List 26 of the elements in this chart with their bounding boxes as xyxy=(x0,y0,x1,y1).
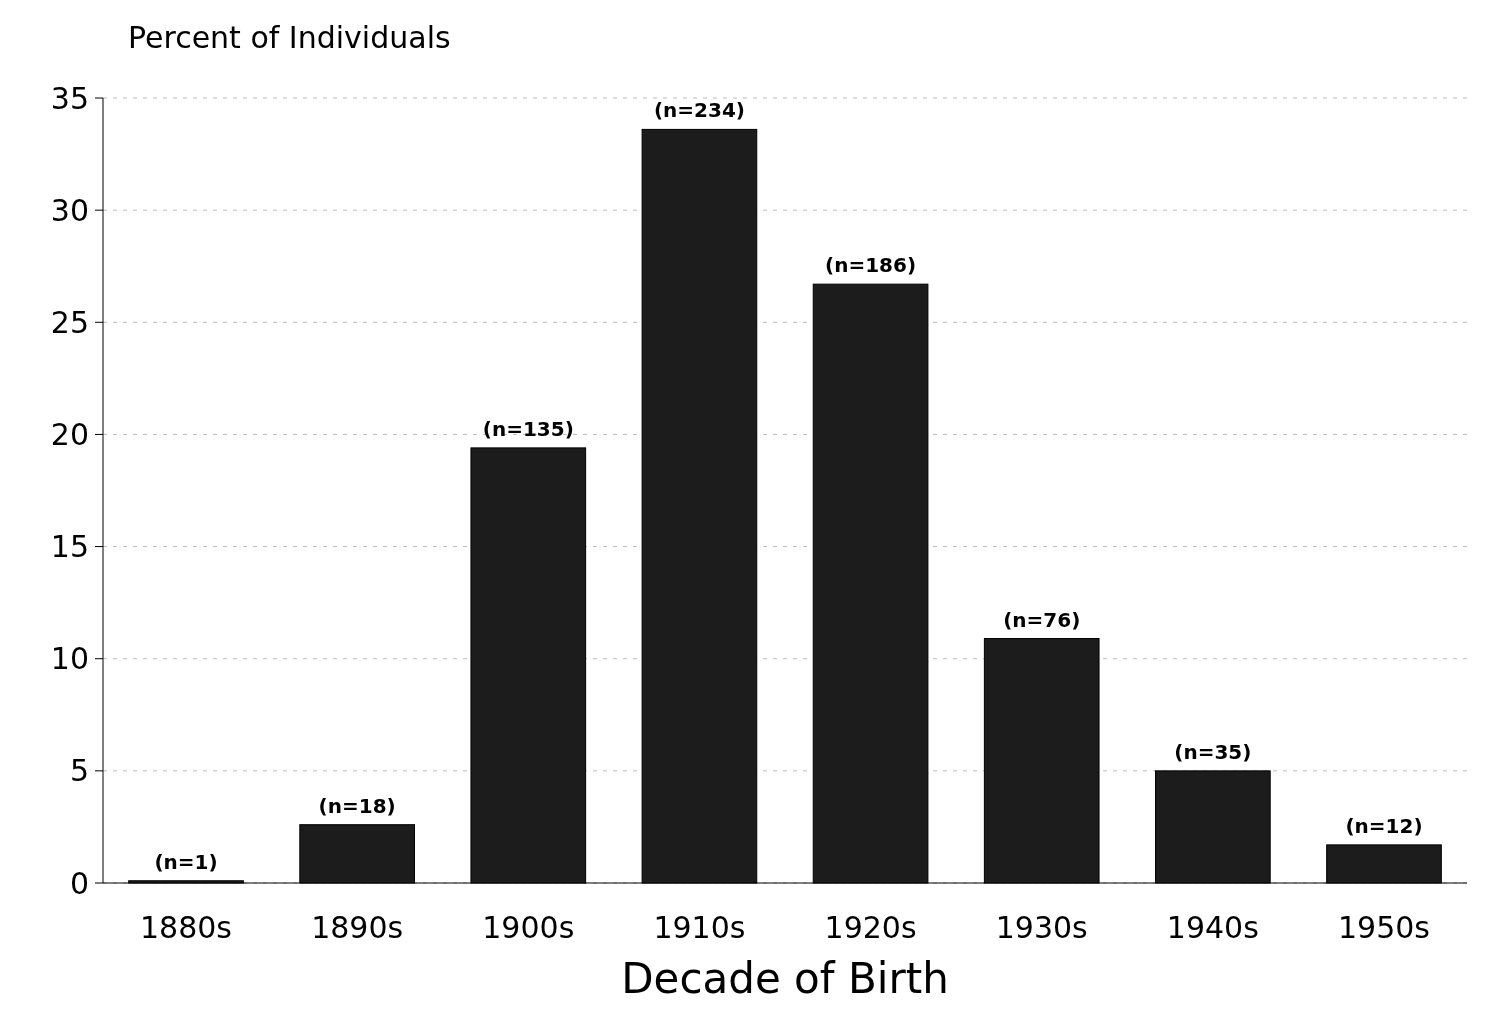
x-tick-label: 1890s xyxy=(311,910,404,945)
x-tick-label: 1950s xyxy=(1338,910,1430,945)
annotation: (n=234) xyxy=(653,98,745,123)
y-tick-label: 5 xyxy=(69,753,89,789)
x-tick-label: 1900s xyxy=(482,910,575,945)
x-tick-label: 1940s xyxy=(1166,910,1259,945)
y-tick-label: 35 xyxy=(50,80,89,116)
annotation: (n=186) xyxy=(825,253,917,278)
y-axis-title: Percent of Individuals xyxy=(128,20,451,55)
annotation: (n=76) xyxy=(1003,607,1081,632)
y-tick-label: 20 xyxy=(50,416,89,452)
y-tick-label: 15 xyxy=(50,529,89,565)
y-tick-label: 30 xyxy=(50,192,89,228)
annotation: (n=135) xyxy=(482,416,574,441)
y-tick-label: 10 xyxy=(50,641,89,677)
annotation: (n=1) xyxy=(154,849,218,874)
x-tick-label: 1930s xyxy=(995,910,1088,945)
annotation: (n=35) xyxy=(1174,739,1252,764)
x-tick-label: 1910s xyxy=(653,910,746,945)
y-tick-label: 25 xyxy=(50,304,89,340)
annotation: (n=18) xyxy=(318,793,396,818)
annotation: (n=12) xyxy=(1345,813,1423,838)
x-tick-label: 1880s xyxy=(140,910,232,945)
x-tick-label: 1920s xyxy=(824,910,917,945)
y-tick-label: 0 xyxy=(69,865,89,901)
x-axis-title: Decade of Birth xyxy=(621,954,949,1003)
